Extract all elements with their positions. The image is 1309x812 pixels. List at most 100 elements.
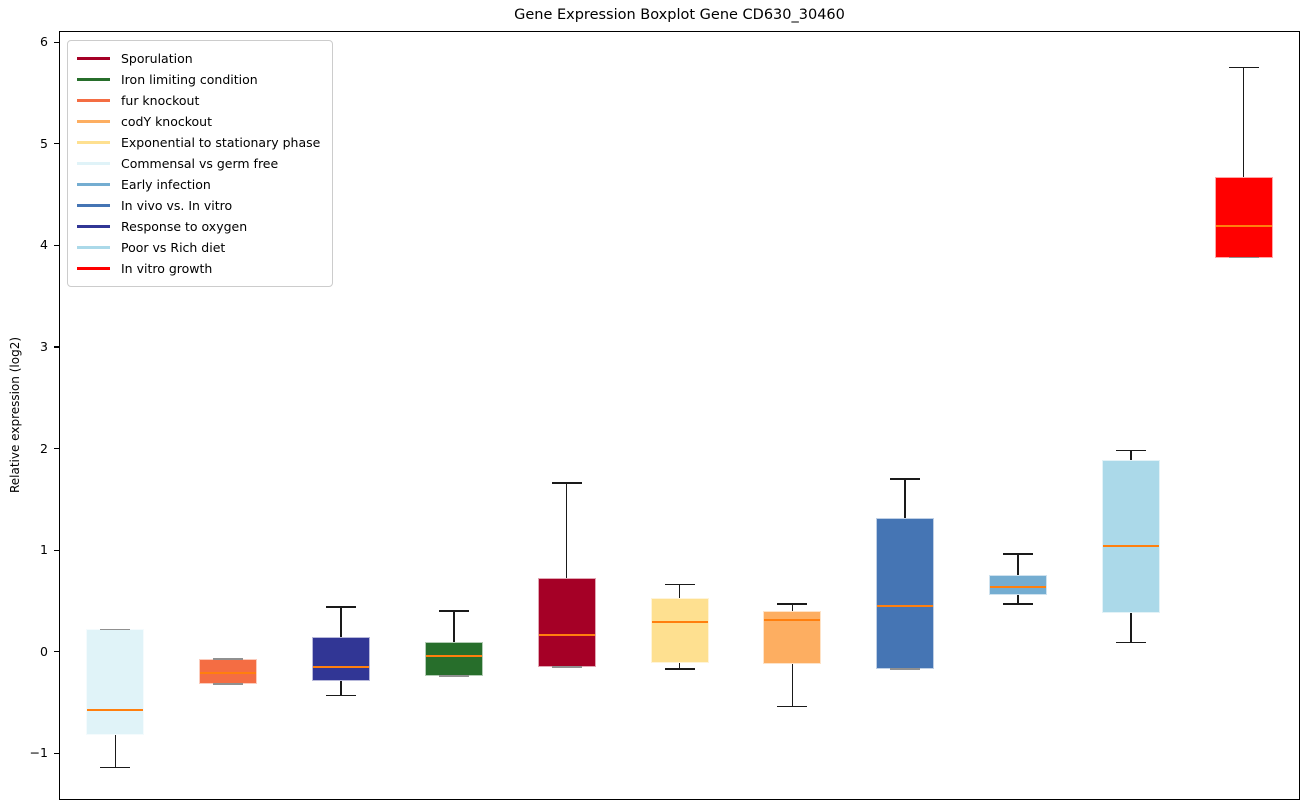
legend-label: Poor vs Rich diet xyxy=(121,240,226,255)
y-tick-mark xyxy=(54,752,59,754)
box-exponential-to-stationary-phase xyxy=(650,597,709,663)
box-whisker-upper xyxy=(1130,450,1132,460)
box-sporulation xyxy=(537,577,596,667)
legend-item-sporulation: Sporulation xyxy=(77,48,320,69)
legend-label: Commensal vs germ free xyxy=(121,156,279,171)
box-cap-upper xyxy=(100,628,131,631)
box-median xyxy=(877,604,934,607)
legend-item-fur-knockout: fur knockout xyxy=(77,90,320,111)
legend-item-poor-vs-rich-diet: Poor vs Rich diet xyxy=(77,237,320,258)
legend-color-swatch xyxy=(77,120,110,123)
legend-color-swatch xyxy=(77,57,110,60)
legend-color-swatch xyxy=(77,99,110,102)
box-cap-upper xyxy=(551,482,582,484)
box-in-vitro-growth xyxy=(1214,177,1273,258)
legend: Sporulation Iron limiting condition fur kn… xyxy=(67,40,334,287)
legend-color-swatch xyxy=(77,267,110,270)
box-whisker-upper xyxy=(453,611,455,642)
y-tick-label: 0 xyxy=(40,643,48,659)
y-tick-label: 3 xyxy=(40,338,48,354)
legend-item-exponential-to-stationary-phase: Exponential to stationary phase xyxy=(77,132,320,153)
box-median xyxy=(313,665,370,668)
box-whisker-upper xyxy=(565,483,568,578)
legend-label: Response to oxygen xyxy=(121,219,248,234)
chart-title: Gene Expression Boxplot Gene CD630_30460 xyxy=(514,7,845,23)
legend-item-in-vitro-growth: In vitro growth xyxy=(77,258,320,279)
legend-label: Sporulation xyxy=(121,51,193,66)
legend-color-swatch xyxy=(77,78,110,81)
box-whisker-lower xyxy=(340,681,342,696)
box-whisker-lower xyxy=(114,734,117,768)
box-response-to-oxygen xyxy=(312,637,371,682)
y-tick-label: 4 xyxy=(40,237,48,253)
box-cap-lower xyxy=(777,705,808,708)
legend-label: codY knockout xyxy=(121,114,213,129)
box-whisker-lower xyxy=(1017,594,1019,604)
box-cap-upper xyxy=(664,583,695,586)
box-cap-upper xyxy=(890,478,921,480)
y-tick-label: 2 xyxy=(40,440,48,456)
y-tick-mark xyxy=(54,549,59,551)
legend-label: In vivo vs. In vitro xyxy=(121,198,233,213)
box-cap-upper xyxy=(438,610,469,612)
box-cap-lower xyxy=(1115,641,1146,644)
box-iron-limiting-condition xyxy=(424,641,483,677)
box-early-infection xyxy=(988,575,1047,595)
box-whisker-upper xyxy=(791,603,794,612)
legend-item-iron-limiting-condition: Iron limiting condition xyxy=(77,69,320,90)
y-tick-label: 5 xyxy=(40,135,48,151)
legend-color-swatch xyxy=(77,183,110,186)
legend-color-swatch xyxy=(77,204,110,207)
box-whisker-upper xyxy=(1242,67,1245,178)
y-axis-label: Relative expression (log2) xyxy=(8,336,22,494)
box-in-vivo-vs-in-vitro xyxy=(876,517,935,669)
legend-color-swatch xyxy=(77,141,110,144)
y-tick-label: 1 xyxy=(40,542,48,558)
box-whisker-lower xyxy=(1130,613,1132,643)
legend-item-commensal-vs-germ-free: Commensal vs germ free xyxy=(77,153,320,174)
y-tick-mark xyxy=(54,651,59,653)
box-median xyxy=(1102,545,1159,548)
y-tick-mark xyxy=(54,143,59,145)
y-tick-mark xyxy=(54,447,59,450)
box-cap-lower xyxy=(100,766,131,769)
box-cap-lower xyxy=(213,683,244,685)
legend-label: Iron limiting condition xyxy=(121,72,258,87)
y-tick-label: 6 xyxy=(40,34,48,50)
box-whisker-upper xyxy=(904,478,906,518)
box-whisker-upper xyxy=(1017,554,1019,576)
box-cap-upper xyxy=(326,606,357,608)
box-whisker-lower xyxy=(791,663,794,707)
legend-label: In vitro growth xyxy=(121,261,213,276)
box-whisker-lower xyxy=(678,662,681,669)
box-median xyxy=(651,621,708,624)
box-cap-lower xyxy=(890,668,921,670)
legend-item-cody-knockout: codY knockout xyxy=(77,111,320,132)
box-commensal-vs-germ-free xyxy=(86,629,145,735)
y-tick-mark xyxy=(54,41,59,43)
legend-color-swatch xyxy=(77,246,110,249)
box-cap-lower xyxy=(551,666,582,668)
legend-label: Early infection xyxy=(121,177,211,192)
box-cap-upper xyxy=(1115,449,1146,452)
box-cap-lower xyxy=(664,668,695,670)
legend-label: fur knockout xyxy=(121,93,200,108)
legend-item-early-infection: Early infection xyxy=(77,174,320,195)
box-cap-upper xyxy=(1228,66,1259,69)
box-whisker-upper xyxy=(340,606,342,638)
box-median xyxy=(1215,225,1272,228)
legend-color-swatch xyxy=(77,162,110,165)
y-tick-mark xyxy=(54,346,59,348)
legend-item-response-to-oxygen: Response to oxygen xyxy=(77,216,320,237)
box-whisker-upper xyxy=(678,584,681,598)
box-cap-upper xyxy=(777,603,808,605)
box-cap-upper xyxy=(213,657,244,660)
legend-item-in-vivo-vs-in-vitro: In vivo vs. In vitro xyxy=(77,195,320,216)
box-median xyxy=(538,634,595,637)
box-poor-vs-rich-diet xyxy=(1101,459,1160,614)
box-median xyxy=(200,672,257,675)
box-median xyxy=(764,619,821,622)
legend-label: Exponential to stationary phase xyxy=(121,135,321,150)
box-median xyxy=(425,654,482,657)
box-cap-lower xyxy=(438,675,469,677)
